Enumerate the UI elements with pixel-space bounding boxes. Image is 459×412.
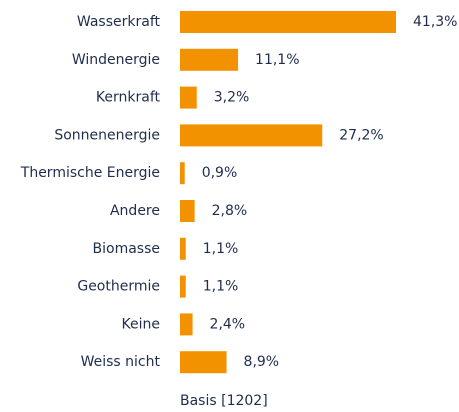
bar — [180, 48, 239, 71]
category-label: Weiss nicht — [81, 354, 161, 370]
category-label: Keine — [122, 316, 160, 332]
category-label: Wasserkraft — [77, 14, 161, 30]
bar — [180, 124, 323, 147]
category-label: Sonnenenergie — [54, 127, 160, 143]
value-label: 1,1% — [203, 279, 239, 295]
value-label: 0,9% — [202, 165, 238, 181]
value-label: 2,8% — [212, 203, 248, 219]
category-label: Biomasse — [93, 241, 160, 257]
value-label: 3,2% — [214, 90, 250, 106]
bar — [180, 275, 186, 298]
category-label: Andere — [110, 203, 160, 219]
category-label: Geothermie — [77, 279, 160, 295]
bar — [180, 11, 396, 33]
bar — [180, 162, 185, 185]
bar — [180, 313, 193, 336]
value-label: 8,9% — [244, 354, 280, 370]
note: Basis [1202] — [180, 393, 268, 409]
value-label: 27,2% — [339, 127, 383, 143]
bar — [180, 86, 197, 109]
value-label: 1,1% — [203, 241, 239, 257]
value-label: 41,3% — [413, 14, 457, 30]
bar — [180, 200, 195, 222]
category-label: Windenergie — [72, 52, 160, 68]
category-label: Thermische Energie — [20, 165, 160, 181]
bar — [180, 351, 227, 374]
value-label: 2,4% — [210, 316, 246, 332]
bar — [180, 237, 186, 260]
value-label: 11,1% — [255, 52, 299, 68]
category-label: Kernkraft — [96, 90, 161, 106]
